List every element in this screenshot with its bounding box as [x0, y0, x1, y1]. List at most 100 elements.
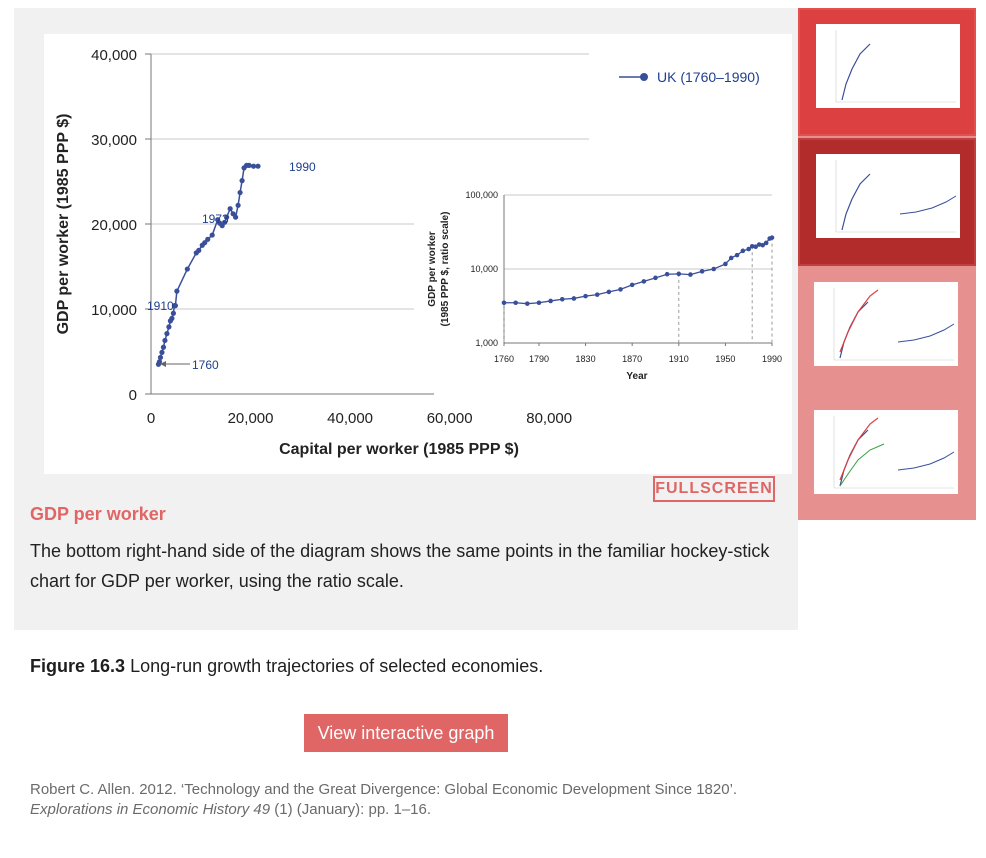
figure-number: Figure 16.3: [30, 656, 126, 676]
arrowhead-1760: [160, 361, 166, 367]
y-tick-label: 0: [129, 387, 137, 404]
inset-x-tick-label: 1950: [715, 354, 735, 364]
thumbnail-chart-2: [816, 154, 960, 238]
label-1990: 1990: [289, 160, 316, 174]
thumbnail-chart-3: [814, 282, 958, 366]
uk-series-line: [157, 164, 259, 365]
inset-data-point: [641, 279, 647, 284]
uk-data-point: [196, 247, 202, 253]
inset-data-point: [594, 292, 600, 297]
thumbnail-chart-4: [814, 410, 958, 494]
inset-data-point: [653, 275, 658, 281]
inset-data-point: [711, 266, 717, 272]
inset-data-point: [525, 301, 530, 306]
source-journal: Explorations in Economic History 49: [30, 801, 271, 818]
inset-x-tick-label: 1760: [494, 354, 514, 364]
uk-data-point: [205, 236, 211, 242]
uk-data-point: [255, 163, 261, 169]
uk-data-point: [162, 337, 168, 344]
x-tick-label: 40,000: [327, 410, 373, 427]
label-1760: 1760: [192, 358, 219, 372]
uk-data-point: [164, 331, 170, 337]
inset-data-point: [664, 271, 670, 277]
uk-data-point: [239, 178, 245, 184]
inset-data-point: [769, 235, 775, 240]
step-title: GDP per worker: [30, 504, 166, 524]
thumbnail-strip: [798, 8, 976, 520]
source-prefix: Robert C. Allen. 2012. ‘Technology and t…: [30, 781, 738, 798]
thumbnail-step-2[interactable]: [798, 138, 976, 266]
inset-data-point: [513, 300, 518, 306]
inset-data-point: [629, 282, 635, 288]
y-tick-label: 10,000: [91, 302, 137, 319]
x-tick-label: 0: [147, 410, 155, 427]
uk-data-point: [184, 266, 190, 272]
uk-data-point: [224, 214, 230, 220]
thumbnail-chart-1: [816, 24, 960, 108]
uk-data-point: [174, 288, 180, 294]
inset-x-tick-label: 1990: [762, 354, 782, 364]
uk-data-point: [157, 354, 164, 361]
inset-data-point: [536, 300, 542, 306]
inset-data-point: [723, 261, 728, 267]
uk-data-point: [246, 162, 252, 168]
inset-data-point: [728, 255, 734, 261]
y-axis-label: GDP per worker (1985 PPP $): [55, 114, 72, 335]
inset-x-tick-label: 1830: [576, 354, 596, 364]
slideshow-panel: 0 10,000 20,000 30,000 40,000 0 20,000 40,000 60…: [14, 8, 798, 630]
inset-y-tick-label: 1,000: [475, 338, 498, 348]
gdp-capital-chart: 0 10,000 20,000 30,000 40,000 0 20,000 40,000 60…: [55, 47, 782, 458]
inset-data-point: [688, 272, 693, 277]
inset-x-tick-label: 1910: [669, 354, 689, 364]
y-tick-label: 40,000: [91, 47, 137, 64]
inset-data-point: [734, 252, 740, 258]
uk-data-point: [160, 344, 167, 350]
uk-data-point: [169, 315, 175, 321]
inset-x-tick-label: 1790: [529, 354, 549, 364]
uk-data-point: [166, 324, 172, 330]
legend-label: UK (1760–1990): [657, 69, 760, 85]
y-tick-label: 20,000: [91, 217, 137, 234]
thumbnail-step-1[interactable]: [798, 8, 976, 136]
inset-y-axis-label-1: GDP per worker: [427, 231, 438, 307]
inset-data-point: [740, 248, 746, 254]
thumbnail-step-3[interactable]: [798, 268, 976, 396]
y-tick-label: 30,000: [91, 132, 137, 149]
inset-data-point: [760, 242, 765, 248]
inset-data-point: [763, 240, 769, 246]
view-interactive-graph-button[interactable]: View interactive graph: [304, 714, 508, 752]
uk-data-point: [233, 214, 239, 220]
figure-source: Robert C. Allen. 2012. ‘Technology and t…: [30, 780, 790, 820]
inset-data-point: [548, 298, 553, 304]
x-tick-label: 60,000: [427, 410, 473, 427]
uk-data-point: [170, 310, 176, 316]
uk-data-point: [250, 163, 257, 169]
uk-data-point: [227, 206, 233, 212]
step-text: The bottom right-hand side of the diagra…: [30, 541, 770, 591]
uk-data-point: [159, 349, 165, 355]
inset-data-point: [606, 289, 612, 295]
x-axis-label: Capital per worker (1985 PPP $): [279, 441, 519, 458]
inset-data-point: [756, 242, 762, 247]
inset-data-point: [749, 243, 755, 249]
legend-marker: [640, 73, 648, 81]
inset-data-point: [571, 296, 577, 301]
inset-series-line: [504, 237, 773, 305]
inset-data-point: [699, 269, 705, 274]
label-1973: 1973: [202, 212, 229, 226]
inset-y-axis-label-2: (1985 PPP $, ratio scale): [440, 212, 451, 327]
uk-data-point: [202, 240, 208, 246]
figure-caption: Figure 16.3 Long-run growth trajectories…: [30, 656, 543, 677]
inset-data-point: [583, 293, 588, 299]
fullscreen-button[interactable]: FULLSCREEN: [653, 476, 775, 502]
chart-card: 0 10,000 20,000 30,000 40,000 0 20,000 40,000 60…: [44, 34, 792, 474]
x-tick-label: 20,000: [228, 410, 274, 427]
uk-data-point: [222, 219, 228, 225]
figure-caption-text: Long-run growth trajectories of selected…: [130, 656, 544, 676]
thumbnail-step-4[interactable]: [798, 396, 976, 524]
inset-data-point: [753, 244, 758, 250]
uk-data-point: [172, 303, 178, 309]
label-1910: 1910: [147, 299, 174, 313]
inset-y-tick-label: 100,000: [465, 190, 498, 200]
uk-data-point: [156, 359, 163, 365]
